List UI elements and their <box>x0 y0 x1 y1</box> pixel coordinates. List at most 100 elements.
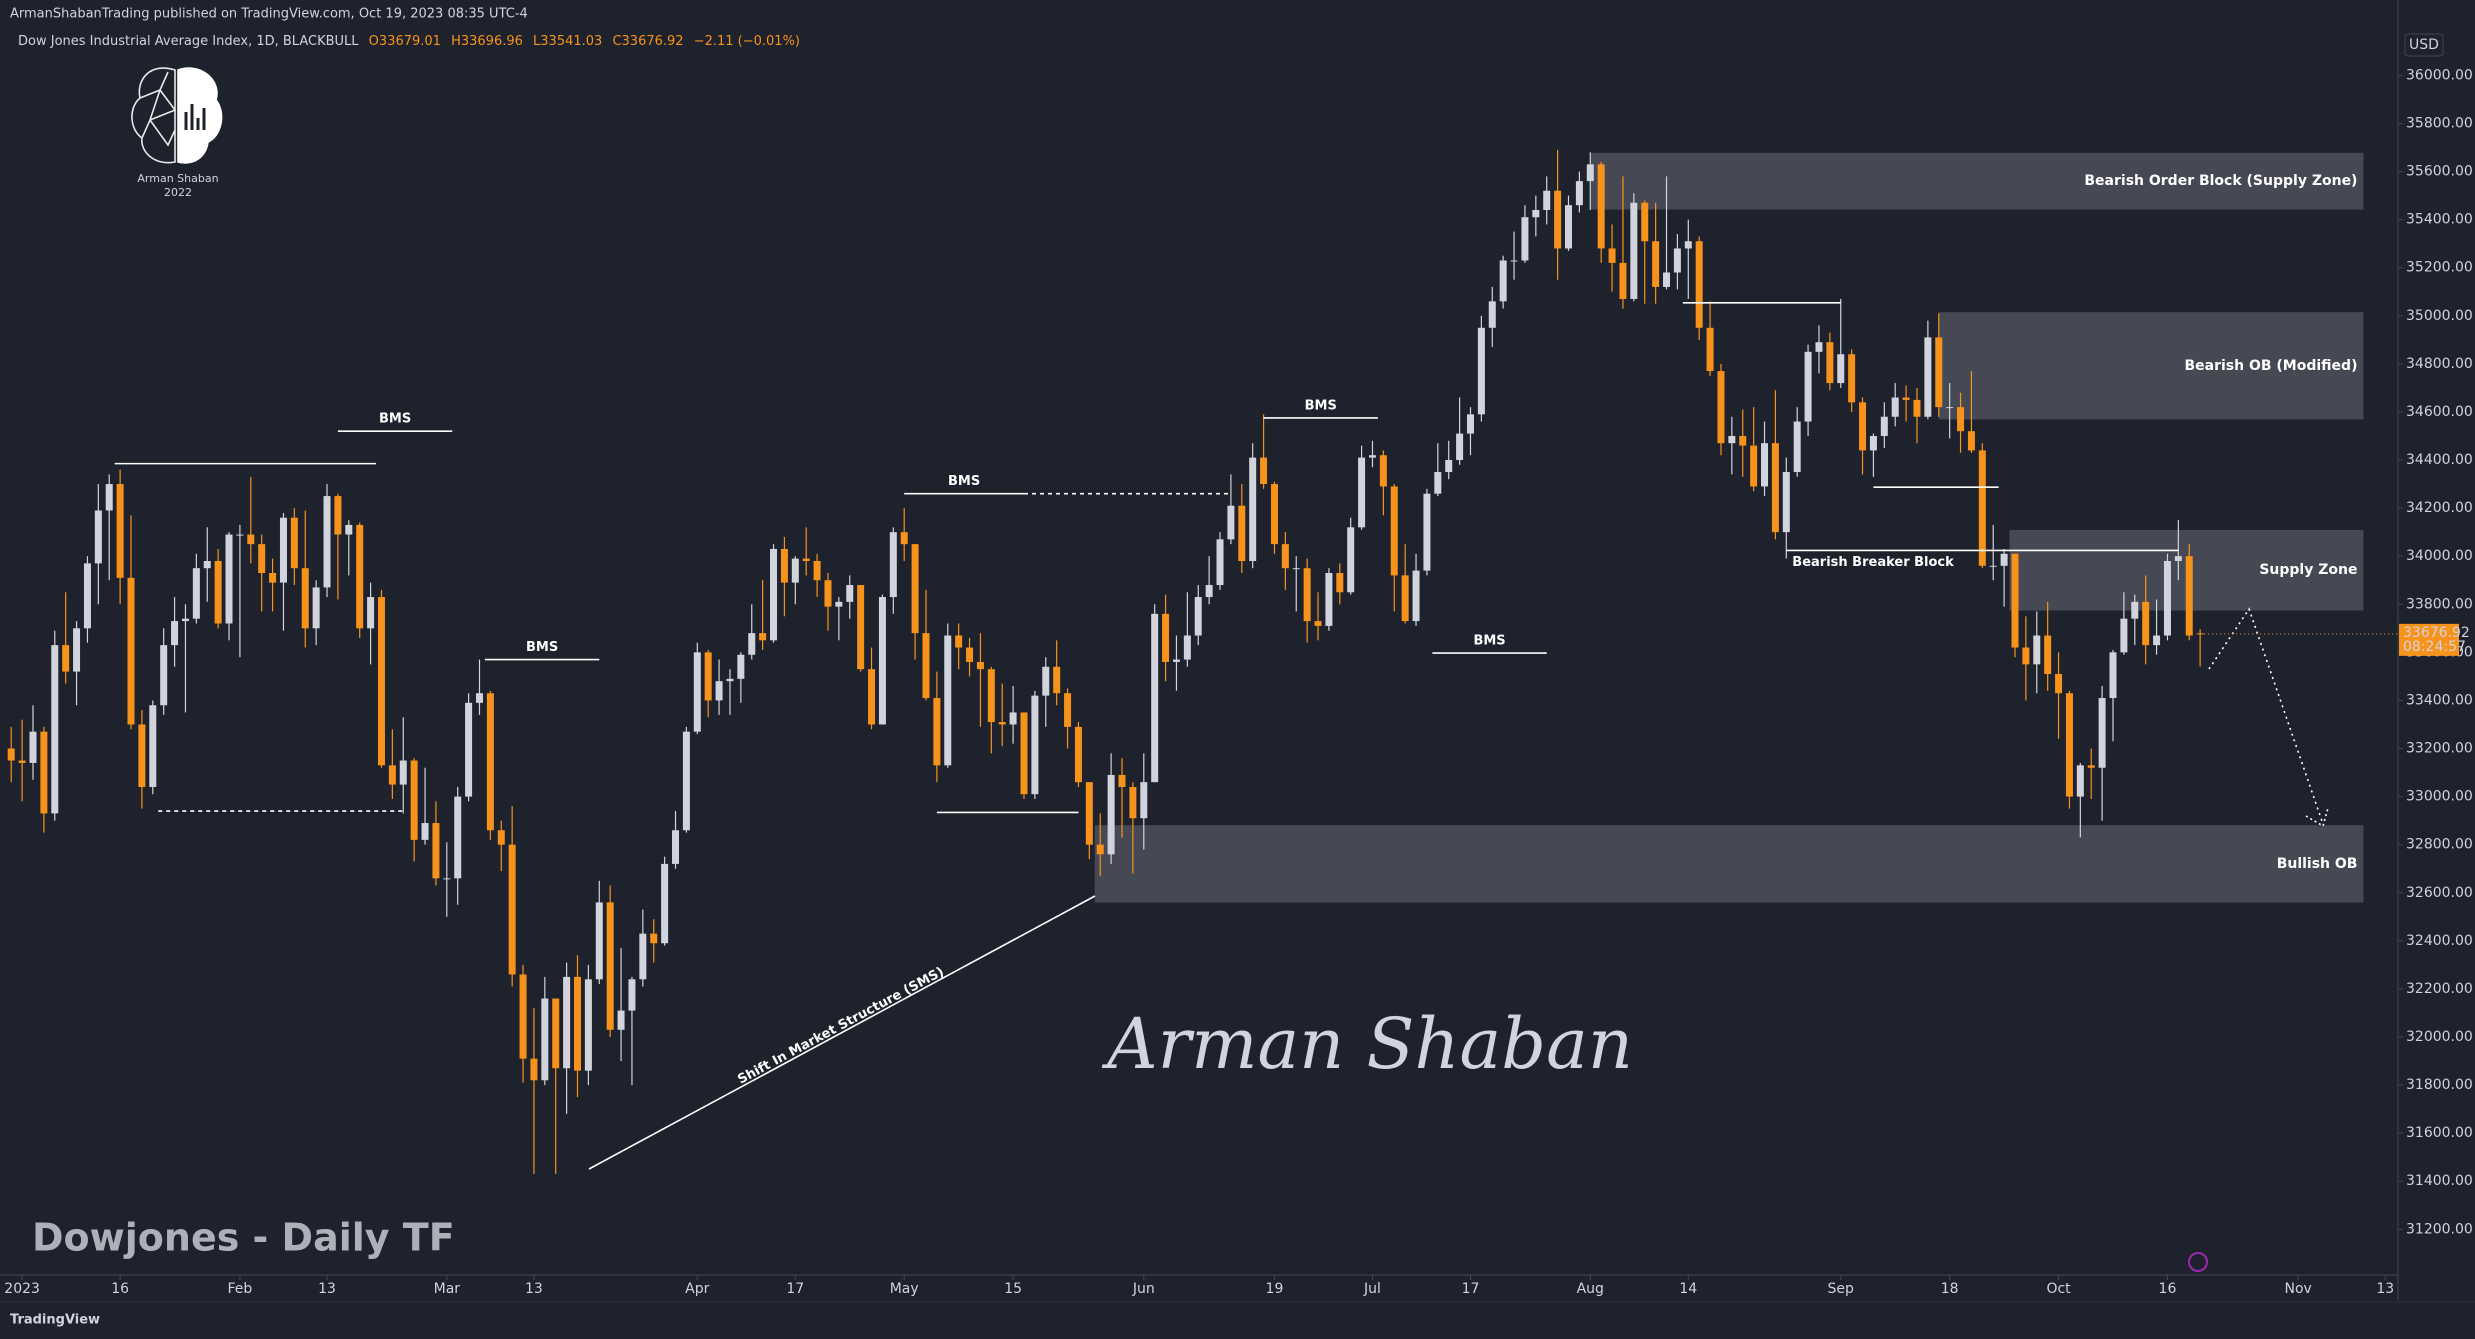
candle-body <box>1172 659 1180 662</box>
candle-body <box>127 577 135 725</box>
candle-body <box>388 765 396 785</box>
candle-body <box>998 722 1006 725</box>
candle-body <box>1292 568 1300 570</box>
candle-body <box>475 693 483 703</box>
candle-body <box>682 731 690 831</box>
candle-body <box>1085 782 1093 845</box>
candle-body <box>1782 472 1790 533</box>
candle-body <box>987 669 995 723</box>
candle-body <box>334 496 342 535</box>
currency-box[interactable] <box>2404 33 2444 57</box>
candle-body <box>1880 416 1888 436</box>
candle-body <box>1488 301 1496 328</box>
candle-body <box>1270 484 1278 545</box>
candle-body <box>1684 241 1692 249</box>
candle-body <box>62 645 70 672</box>
candle-body <box>1815 342 1823 352</box>
candle-body <box>2087 765 2095 768</box>
y-tick-label: 35000.00 <box>2406 308 2473 324</box>
candle-body <box>432 823 440 879</box>
candle-body <box>1837 354 1845 384</box>
candle-body <box>1183 635 1191 660</box>
candle-body <box>857 585 865 670</box>
candle-body <box>323 496 331 588</box>
candle-body <box>171 621 179 646</box>
sms-line <box>588 895 1096 1170</box>
candle-body <box>1042 666 1050 696</box>
candle-body <box>105 484 113 511</box>
candle-body <box>1347 527 1355 593</box>
candle-body <box>530 1058 538 1081</box>
legend: Dow Jones Industrial Average Index, 1D, … <box>18 34 800 49</box>
candle-body <box>225 534 233 624</box>
candle-body <box>1793 421 1801 473</box>
candle-body <box>868 669 876 725</box>
candle-body <box>356 524 364 629</box>
candle-body <box>846 585 854 602</box>
candle-body <box>595 902 603 980</box>
open: O33679.01 <box>369 34 441 49</box>
candle-body <box>574 976 582 1071</box>
y-tick-label: 32200.00 <box>2406 981 2473 997</box>
candle-body <box>1336 573 1344 593</box>
brand: TradingView <box>10 1313 100 1328</box>
candle-body <box>1619 262 1627 299</box>
candle-body <box>552 998 560 1069</box>
candle-body <box>2011 553 2019 648</box>
candle-body <box>759 633 767 641</box>
candle-body <box>1826 342 1834 384</box>
candle-body <box>1412 570 1420 622</box>
event-icon[interactable] <box>2188 1252 2208 1272</box>
candle-body <box>1107 774 1115 855</box>
candle-body <box>780 548 788 583</box>
candle-body <box>1804 351 1812 422</box>
candle-body <box>2098 698 2106 768</box>
candle-body <box>955 635 963 648</box>
candle-body <box>1597 164 1605 249</box>
candle-body <box>1641 202 1649 242</box>
candle-body <box>835 601 843 607</box>
candle-body <box>824 580 832 607</box>
candle-body <box>160 645 168 706</box>
logo <box>131 67 223 164</box>
candle-body <box>2185 556 2193 636</box>
candle-body <box>911 544 919 634</box>
y-tick-label: 33000.00 <box>2406 789 2473 805</box>
candle-body <box>1281 544 1289 569</box>
level-label: Bearish Breaker Block <box>1792 555 1954 570</box>
candle-body <box>617 1010 625 1030</box>
candle-body <box>2120 618 2128 653</box>
x-tick-label: 19 <box>1266 1281 1284 1297</box>
high: H33696.96 <box>451 34 523 49</box>
candle-body <box>672 830 680 864</box>
candle-body <box>247 534 255 545</box>
y-tick-label: 33200.00 <box>2406 741 2473 757</box>
projection-path <box>2208 607 2324 825</box>
x-tick-label: Jul <box>1363 1281 1381 1297</box>
candle-body <box>1728 435 1736 444</box>
last-price-box <box>2399 623 2459 656</box>
watermark: Dowjones - Daily TF <box>32 1216 455 1260</box>
candle-body <box>1554 190 1562 249</box>
candle-body <box>1358 457 1366 528</box>
candle-body <box>639 933 647 980</box>
y-tick-label: 34200.00 <box>2406 500 2473 516</box>
last-price: 33676.92 <box>2403 625 2470 641</box>
x-tick-label: 17 <box>786 1281 804 1297</box>
y-tick-label: 34400.00 <box>2406 452 2473 468</box>
y-tick-label: 35800.00 <box>2406 115 2473 131</box>
x-tick-label: Aug <box>1577 1281 1604 1297</box>
candle-body <box>1325 573 1333 626</box>
candle-body <box>290 517 298 569</box>
zone <box>1938 312 2364 420</box>
candle-body <box>1216 539 1224 586</box>
candle-body <box>693 652 701 732</box>
candle-body <box>813 560 821 581</box>
candle-body <box>1205 585 1213 598</box>
logo-year: 2022 <box>164 186 192 199</box>
candle-body <box>1978 450 1986 566</box>
candle-body <box>802 558 810 561</box>
close: C33676.92 <box>612 34 683 49</box>
candle-body <box>312 587 320 629</box>
